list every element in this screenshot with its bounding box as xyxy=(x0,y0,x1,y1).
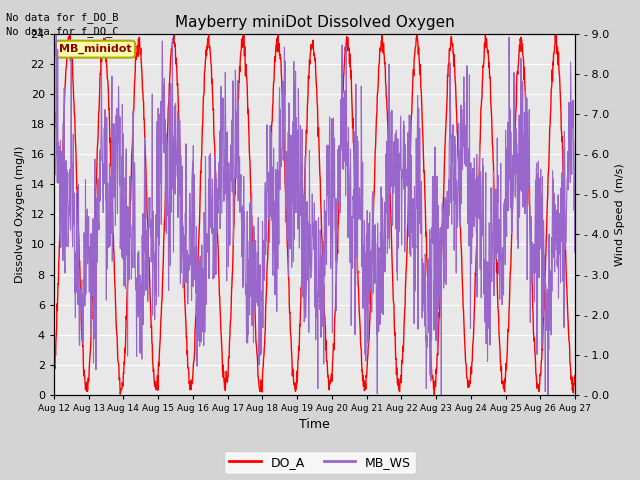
MB_WS xyxy=(112,178,120,184)
MB_WS xyxy=(437,392,445,398)
DO_A xyxy=(282,206,290,212)
DO_A xyxy=(111,297,119,302)
X-axis label: Time: Time xyxy=(299,419,330,432)
Y-axis label: Dissolved Oxygen (mg/l): Dissolved Oxygen (mg/l) xyxy=(15,146,25,283)
MB_WS xyxy=(50,78,58,84)
DO_A xyxy=(50,371,58,376)
DO_A xyxy=(292,388,300,394)
Y-axis label: Wind Speed  (m/s): Wind Speed (m/s) xyxy=(615,163,625,266)
MB_WS xyxy=(572,137,579,143)
DO_A xyxy=(572,381,579,386)
Text: No data for f_DO_C: No data for f_DO_C xyxy=(6,26,119,37)
DO_A xyxy=(90,251,98,256)
MB_WS xyxy=(347,194,355,200)
MB_WS xyxy=(292,68,300,74)
Legend: DO_A, MB_WS: DO_A, MB_WS xyxy=(224,451,416,474)
Text: No data for f_DO_B: No data for f_DO_B xyxy=(6,12,119,23)
DO_A xyxy=(431,392,438,398)
MB_WS xyxy=(91,240,99,246)
Text: MB_minidot: MB_minidot xyxy=(59,44,132,54)
Line: DO_A: DO_A xyxy=(54,34,575,395)
DO_A xyxy=(170,31,178,37)
MB_WS xyxy=(282,190,290,195)
DO_A xyxy=(347,76,355,82)
Line: MB_WS: MB_WS xyxy=(54,34,575,395)
DO_A xyxy=(271,59,279,64)
MB_WS xyxy=(52,31,60,37)
Title: Mayberry miniDot Dissolved Oxygen: Mayberry miniDot Dissolved Oxygen xyxy=(175,15,454,30)
MB_WS xyxy=(271,248,279,254)
